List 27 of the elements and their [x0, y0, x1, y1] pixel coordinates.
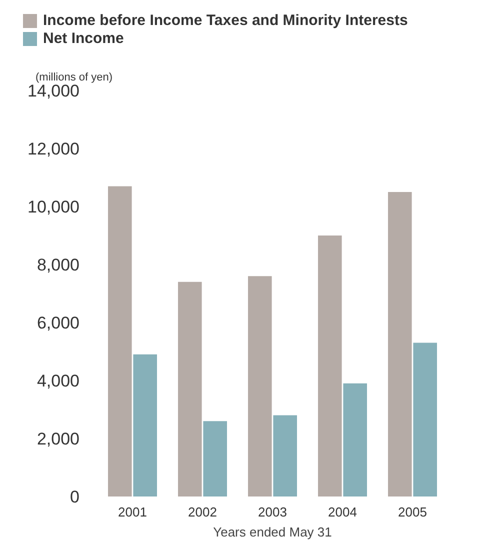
bar	[388, 192, 412, 496]
y-tick-label: 8,000	[36, 256, 80, 274]
x-tick-label: 2001	[118, 504, 147, 520]
text: (millions of yen)	[36, 72, 113, 84]
x-axis-title: Years ended May 31	[213, 524, 332, 540]
y-tick-label: 0	[70, 488, 80, 506]
y-tick-label: 2,000	[36, 430, 80, 448]
legend-label: Income before Income Taxes and Minority Interests	[43, 12, 408, 29]
x-tick-label: 2004	[328, 504, 357, 520]
y-tick-label: 14,000	[28, 82, 80, 100]
y-tick-label: 10,000	[28, 198, 80, 216]
x-tick-label: 2002	[188, 504, 217, 520]
x-tick-label: 2005	[398, 504, 427, 520]
x-tick-label: 2003	[258, 504, 287, 520]
bar	[413, 342, 437, 496]
bar	[318, 236, 342, 496]
bar	[178, 282, 202, 496]
bar	[108, 186, 132, 496]
bar	[248, 276, 272, 496]
bar	[343, 383, 367, 496]
y-tick-label: 6,000	[36, 314, 80, 332]
y-tick-label: 4,000	[36, 372, 80, 390]
bar	[133, 354, 157, 496]
y-tick-label: 12,000	[28, 140, 80, 158]
legend-label: Net Income	[43, 30, 124, 47]
bar	[273, 415, 297, 496]
bar	[203, 421, 227, 496]
